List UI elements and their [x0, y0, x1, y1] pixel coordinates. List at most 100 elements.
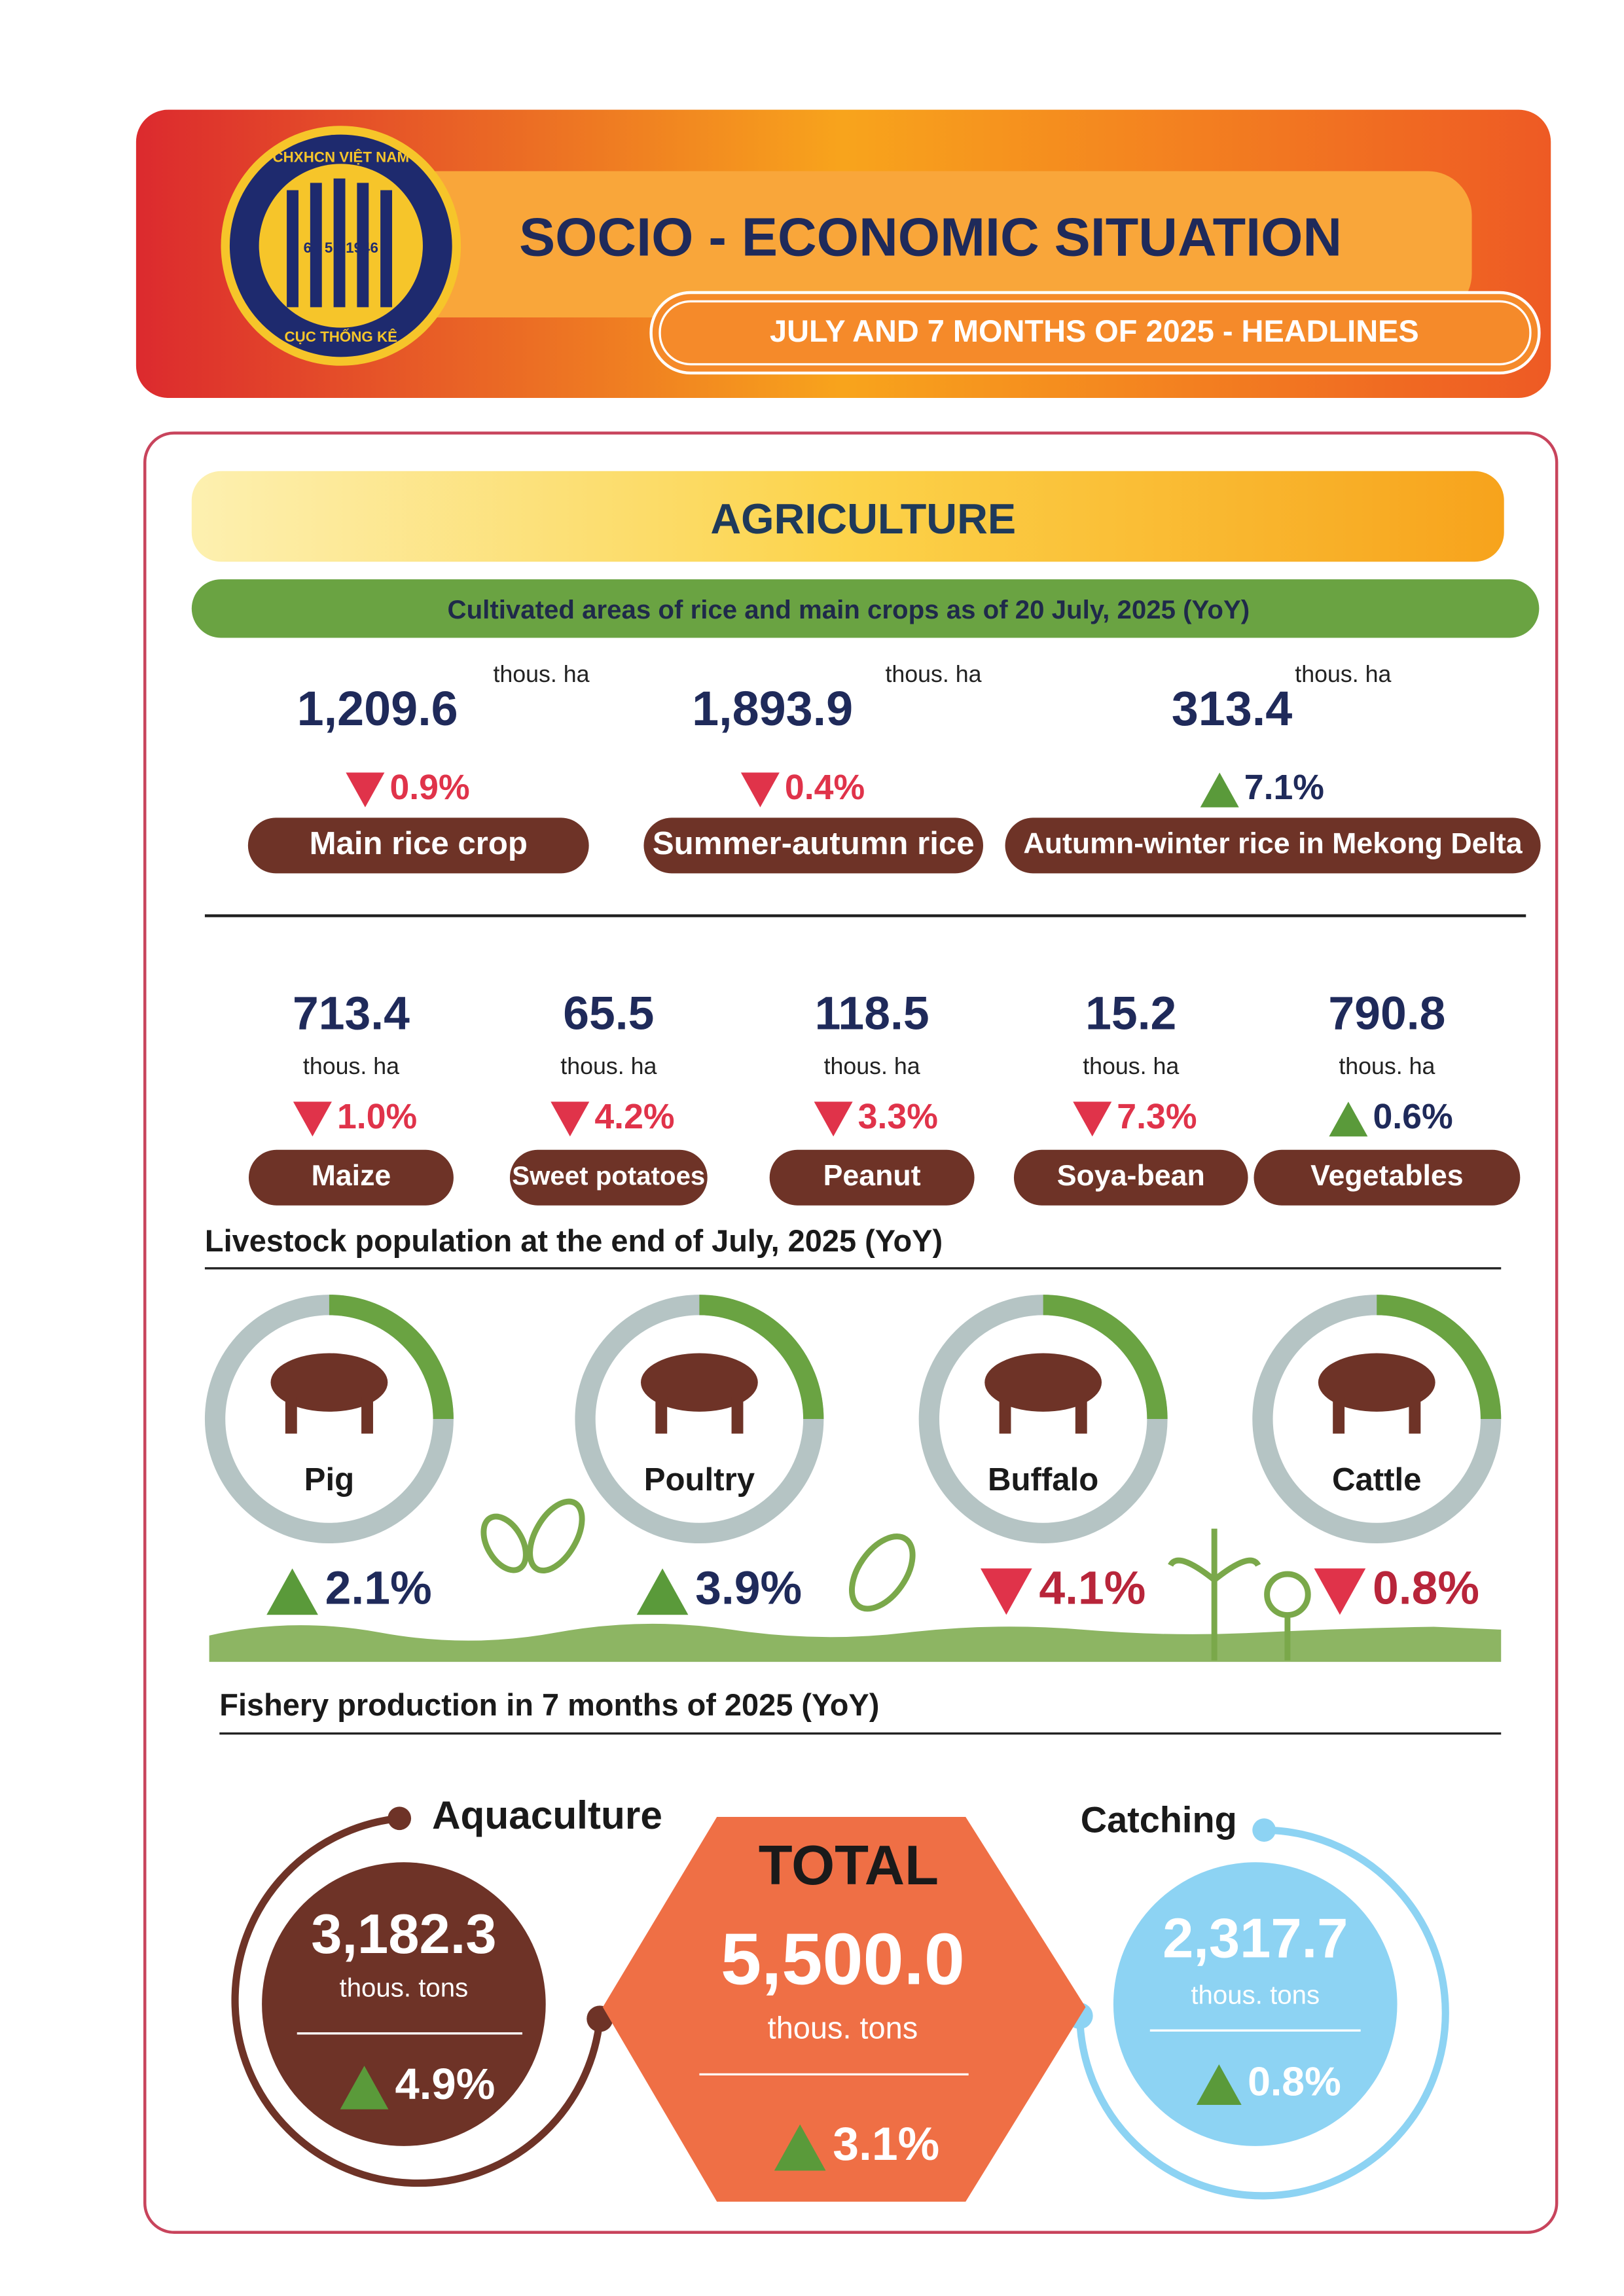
value: 790.8 — [1328, 987, 1445, 1039]
label: Main rice crop — [310, 825, 528, 861]
label: Maize — [312, 1160, 391, 1192]
value: 65.5 — [563, 987, 654, 1039]
fishery-unit: thous. tons — [1191, 1981, 1320, 2010]
trend-arrow — [740, 772, 780, 808]
aqua-circle — [262, 1862, 546, 2146]
fishery-unit: thous. tons — [768, 2011, 918, 2045]
fishery-heading: Fishery production in 7 months of 2025 (… — [219, 1688, 879, 1722]
animal-icon — [984, 1353, 1102, 1412]
trend-arrow — [266, 1568, 318, 1615]
fishery-value: 2,317.7 — [1163, 1907, 1348, 1969]
label-pill — [509, 1149, 708, 1206]
trend-arrow — [774, 2124, 826, 2171]
trend-arrow — [980, 1568, 1032, 1615]
trend-arrow — [1196, 2064, 1242, 2106]
section-banner — [191, 471, 1504, 562]
rice-heading-bar — [191, 579, 1540, 638]
trend-arrow — [346, 772, 385, 808]
unit: thous. ha — [824, 1053, 920, 1079]
label-pill — [1005, 817, 1541, 874]
fishery-unit: thous. tons — [340, 1973, 469, 2002]
ring-accent — [1377, 1295, 1502, 1420]
trend-arrow — [1314, 1568, 1366, 1615]
animal-label: Cattle — [1332, 1462, 1422, 1498]
label: Summer-autumn rice — [653, 825, 975, 861]
value: 1,209.6 — [297, 681, 458, 736]
animal-icon — [285, 1397, 297, 1434]
change: 0.4% — [785, 768, 865, 807]
unit: thous. ha — [493, 661, 589, 687]
panel — [143, 431, 1559, 2234]
catch-arc — [1075, 1826, 1449, 2200]
animal-label: Buffalo — [988, 1462, 1098, 1498]
animal-icon — [731, 1397, 744, 1434]
value: 713.4 — [293, 987, 410, 1039]
logo-bars — [287, 178, 393, 308]
label: Soya-bean — [1057, 1160, 1205, 1192]
label: Sweet potatoes — [512, 1161, 705, 1191]
change: 4.1% — [1039, 1562, 1146, 1615]
leaf-decor — [480, 1498, 1311, 1660]
label-pill — [1254, 1149, 1521, 1206]
change: 3.9% — [695, 1562, 802, 1615]
livestock-heading: Livestock population at the end of July,… — [205, 1224, 943, 1258]
label-pill — [247, 817, 589, 874]
trend-arrow — [293, 1102, 332, 1137]
trend-arrow — [636, 1568, 689, 1615]
catch-circle — [1113, 1862, 1398, 2146]
change: 4.9% — [395, 2060, 495, 2109]
unit: thous. ha — [885, 661, 981, 687]
unit: thous. ha — [1083, 1053, 1179, 1079]
value: 1,893.9 — [692, 681, 853, 736]
label-pill — [248, 1149, 454, 1206]
change: 4.2% — [594, 1097, 674, 1136]
value: 15.2 — [1085, 987, 1176, 1039]
catch-dot — [1252, 1818, 1276, 1842]
animal-label: Pig — [304, 1462, 354, 1498]
fishery-value: 5,500.0 — [721, 1918, 965, 2000]
logo-text: 6 - 5 - 1946 — [304, 240, 378, 256]
subtitle-pill — [649, 291, 1541, 375]
change: 0.8% — [1373, 1562, 1479, 1615]
section-title: AGRICULTURE — [710, 495, 1016, 543]
change: 3.3% — [858, 1097, 938, 1136]
change: 0.6% — [1373, 1097, 1453, 1136]
unit: thous. ha — [560, 1053, 657, 1079]
animal-icon — [270, 1353, 388, 1412]
rice-heading: Cultivated areas of rice and main crops … — [448, 595, 1250, 624]
animal-icon — [1409, 1397, 1421, 1434]
fishery-label: Catching — [1081, 1799, 1237, 1840]
ring-accent — [699, 1295, 824, 1420]
animal-icon — [999, 1397, 1011, 1434]
animal-icon — [361, 1397, 373, 1434]
fishery-value: 3,182.3 — [311, 1903, 496, 1965]
value: 118.5 — [815, 987, 929, 1039]
aqua-arc — [231, 1814, 604, 2187]
label: Autumn-winter rice in Mekong Delta — [1023, 828, 1523, 860]
subtitle: JULY AND 7 MONTHS OF 2025 - HEADLINES — [770, 314, 1419, 348]
animal-icon — [1333, 1397, 1345, 1434]
trend-arrow — [550, 1102, 590, 1137]
label: Peanut — [823, 1160, 921, 1192]
change: 7.1% — [1244, 768, 1324, 807]
change: 7.3% — [1117, 1097, 1197, 1136]
header-inner — [365, 171, 1472, 318]
ring-accent — [1043, 1295, 1168, 1420]
label-pill — [769, 1149, 975, 1206]
trend-arrow — [814, 1102, 853, 1137]
change: 3.1% — [833, 2118, 939, 2170]
trend-arrow — [1329, 1102, 1368, 1137]
logo-text: CHXHCN VIỆT NAM — [273, 149, 410, 165]
change: 0.8% — [1248, 2059, 1341, 2105]
label-pill — [1013, 1149, 1248, 1206]
fishery-label: Aquaculture — [432, 1793, 662, 1837]
trend-arrow — [1200, 772, 1239, 808]
animal-icon — [1318, 1353, 1435, 1412]
animal-icon — [1075, 1397, 1087, 1434]
total-hexagon — [602, 1817, 1086, 2202]
change: 1.0% — [337, 1097, 417, 1136]
label: Vegetables — [1310, 1160, 1464, 1192]
logo-text: CỤC THỐNG KÊ — [285, 328, 398, 345]
label-pill — [643, 817, 984, 874]
